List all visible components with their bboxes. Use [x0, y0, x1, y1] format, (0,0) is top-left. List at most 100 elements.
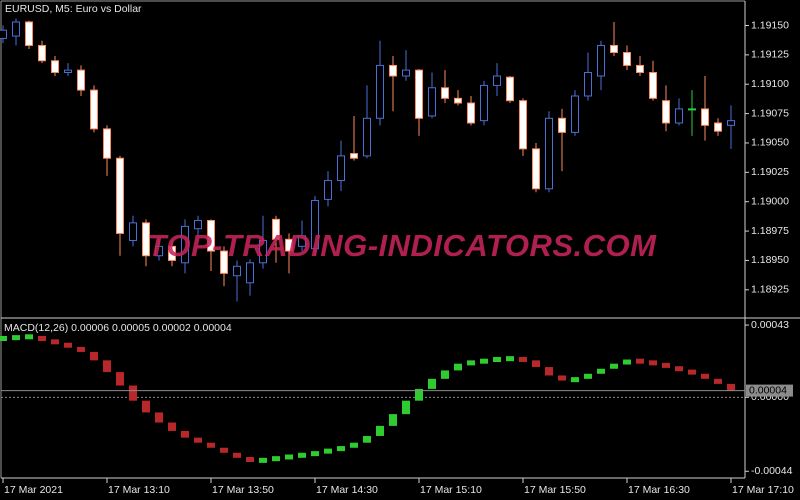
current-value-label: 0.00004: [749, 384, 787, 396]
candle-body: [415, 69, 423, 119]
candle-body: [571, 95, 579, 133]
candle-body: [558, 117, 566, 133]
macd-bar: [337, 446, 345, 452]
candle-body: [64, 69, 72, 73]
candle-body: [675, 108, 683, 124]
macd-bar: [298, 452, 306, 458]
candle-body: [389, 64, 397, 77]
y-tick-label: 1.19075: [751, 107, 789, 119]
macd-bar: [246, 457, 254, 463]
y-tick-label: 0.00043: [751, 319, 789, 331]
indicator-title: MACD(12,26) 0.00006 0.00005 0.00002 0.00…: [4, 322, 232, 334]
x-tick-label: 17 Mar 17:10: [732, 484, 794, 496]
current-value-box: [746, 384, 793, 397]
macd-bar: [207, 442, 215, 448]
candle-body: [220, 250, 228, 274]
macd-bar: [168, 422, 176, 431]
macd-bar: [662, 362, 670, 368]
candle-body: [155, 245, 163, 257]
x-tick-label: 17 Mar 15:50: [524, 484, 586, 496]
macd-bar: [25, 334, 33, 340]
x-tick-label: 17 Mar 14:30: [316, 484, 378, 496]
macd-bar: [194, 437, 202, 443]
candle-body: [324, 180, 332, 200]
macd-bar: [402, 400, 410, 415]
candle-body: [181, 225, 189, 264]
candle-body: [727, 120, 735, 126]
candle-body: [428, 87, 436, 117]
candle-body: [636, 64, 644, 73]
macd-bar: [285, 454, 293, 460]
macd-bar: [597, 368, 605, 374]
candle-body: [77, 69, 85, 91]
macd-bar: [675, 366, 683, 372]
candle-body: [649, 71, 657, 99]
macd-bar: [64, 342, 72, 348]
candle-body: [519, 100, 527, 150]
candle-body: [311, 200, 319, 250]
candle-body: [207, 219, 215, 252]
candle-body: [259, 239, 267, 264]
chart-title: EURUSD, M5: Euro vs Dollar: [5, 3, 142, 15]
macd-bar: [0, 335, 7, 341]
candle-body: [194, 219, 202, 230]
macd-bar: [584, 373, 592, 379]
x-tick-label: 17 Mar 13:10: [108, 484, 170, 496]
macd-bar: [311, 451, 319, 457]
candle-body: [506, 76, 514, 102]
candle-body: [545, 117, 553, 190]
macd-bar: [90, 351, 98, 361]
candle-body: [623, 52, 631, 66]
macd-bar: [623, 359, 631, 365]
x-tick-label: 17 Mar 15:10: [420, 484, 482, 496]
candle-body: [493, 75, 501, 86]
macd-bar: [220, 447, 228, 453]
y-tick-label: -0.00044: [751, 465, 793, 477]
macd-bar: [480, 358, 488, 364]
candle-body: [116, 157, 124, 234]
candle-body: [610, 44, 618, 54]
macd-bar: [103, 360, 111, 373]
macd-bar: [415, 388, 423, 401]
macd-bar: [428, 378, 436, 389]
candle-body: [0, 29, 7, 39]
macd-bar: [636, 358, 644, 364]
macd-bar: [38, 335, 46, 341]
macd-bar: [363, 435, 371, 443]
x-tick-label: 17 Mar 16:30: [628, 484, 690, 496]
y-tick-label: 1.19000: [751, 195, 789, 207]
candle-body: [454, 97, 462, 104]
candle-body: [701, 108, 709, 126]
macd-bar: [376, 425, 384, 436]
y-tick-label: 1.19100: [751, 78, 789, 90]
candle-body: [714, 122, 722, 132]
candle-body: [246, 262, 254, 284]
macd-bar: [142, 400, 150, 413]
candle-body: [272, 218, 280, 240]
candle-body: [337, 155, 345, 182]
macd-bar: [181, 430, 189, 438]
candle-body: [12, 21, 20, 37]
y-tick-label: 1.19125: [751, 49, 789, 61]
y-tick-label: 1.19050: [751, 137, 789, 149]
candle-body: [402, 69, 410, 77]
y-tick-label: 1.18975: [751, 225, 789, 237]
candle-body: [233, 265, 241, 277]
candle-body: [103, 128, 111, 159]
candle-body: [532, 148, 540, 190]
candle-body: [480, 84, 488, 122]
macd-bar: [12, 335, 20, 341]
candle-body: [688, 108, 696, 111]
macd-bar: [272, 456, 280, 462]
macd-bar: [519, 357, 527, 362]
macd-bar: [467, 360, 475, 366]
macd-bar: [233, 452, 241, 458]
candle-body: [129, 222, 137, 241]
x-tick-label: 17 Mar 2021: [4, 484, 63, 496]
macd-bar: [324, 448, 332, 454]
candle-body: [376, 64, 384, 119]
y-tick-label: 1.19025: [751, 166, 789, 178]
